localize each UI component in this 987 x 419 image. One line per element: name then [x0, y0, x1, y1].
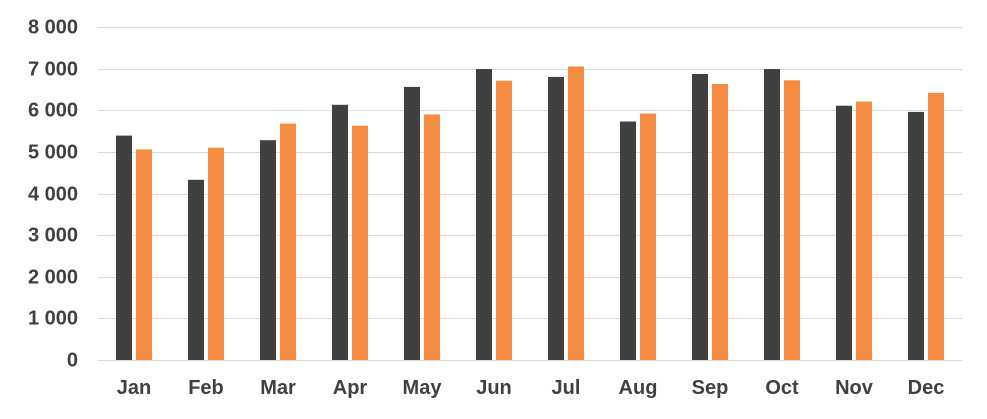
x-tick-label: Sep: [692, 377, 729, 399]
y-axis-tick-labels: 0 1 000 2 000 3 000 4 000 5 000 6 000 7 000 8 00…: [28, 17, 78, 372]
bar-series-2-jun: [496, 80, 512, 360]
y-tick-label: 2 000: [28, 267, 78, 289]
bar-series-1-feb: [188, 179, 204, 360]
bar-series-1-jul: [548, 76, 564, 361]
bar-series-2-oct: [784, 80, 800, 361]
x-tick-label: Mar: [260, 377, 296, 399]
bar-series-2-dec: [928, 92, 944, 361]
x-tick-label: Jun: [476, 377, 512, 399]
bar-series-2-apr: [352, 125, 368, 360]
x-tick-label: Aug: [619, 377, 658, 399]
y-tick-label: 6 000: [28, 100, 78, 122]
x-tick-label: Jul: [552, 377, 581, 399]
bar-series-2-feb: [208, 147, 224, 360]
bar-series-2-jul: [568, 66, 584, 360]
bar-series-2-jan: [136, 149, 152, 360]
y-tick-label: 0: [67, 350, 78, 372]
y-tick-label: 5 000: [28, 142, 78, 164]
x-tick-label: Feb: [188, 377, 224, 399]
bar-series-1-mar: [260, 140, 276, 360]
y-tick-label: 3 000: [28, 225, 78, 247]
bar-series-2-may: [424, 114, 440, 361]
x-axis-tick-labels: Jan Feb Mar Apr May Jun Jul Aug Sep Oct Nov Dec: [117, 377, 945, 399]
bar-series-1-may: [404, 86, 420, 361]
bar-series-2-sep: [712, 84, 728, 360]
x-tick-label: Jan: [117, 377, 151, 399]
bar-series-1-jan: [116, 135, 132, 360]
gridlines: [98, 27, 962, 361]
x-tick-label: Oct: [765, 377, 799, 399]
bar-series-2-nov: [856, 101, 872, 360]
bars: [116, 66, 944, 361]
y-tick-label: 8 000: [28, 17, 78, 39]
bar-series-1-aug: [620, 121, 636, 360]
bar-series-1-sep: [692, 74, 708, 360]
bar-series-1-nov: [836, 105, 852, 360]
x-tick-label: Nov: [835, 377, 874, 399]
bar-series-1-apr: [332, 104, 348, 360]
bar-series-1-oct: [764, 69, 780, 360]
bar-series-2-mar: [280, 123, 296, 360]
x-tick-label: Apr: [333, 377, 368, 399]
x-tick-label: May: [403, 377, 443, 399]
bar-series-1-jun: [476, 69, 492, 360]
y-tick-label: 1 000: [28, 308, 78, 330]
bar-series-1-dec: [908, 111, 924, 361]
x-tick-label: Dec: [908, 377, 945, 399]
y-tick-label: 7 000: [28, 59, 78, 81]
y-tick-label: 4 000: [28, 184, 78, 206]
bar-series-2-aug: [640, 113, 656, 360]
